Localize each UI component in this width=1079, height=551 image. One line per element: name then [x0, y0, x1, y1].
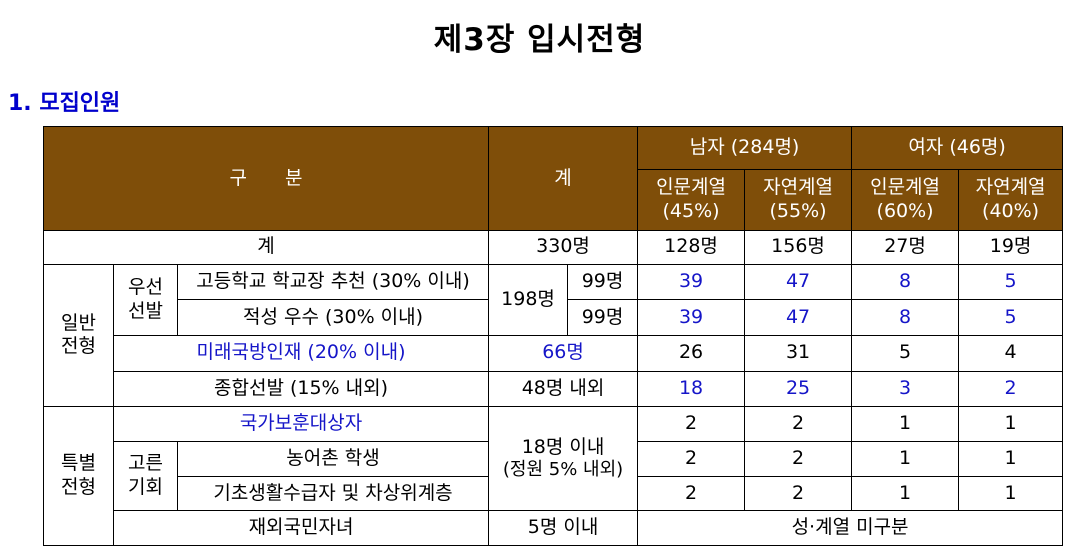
- row-count: 66명: [488, 334, 639, 372]
- priority-selection-label: 우선 선발: [113, 263, 178, 336]
- header-female-natural: 자연계열 (40%): [958, 168, 1064, 231]
- cell-male-nat: 2: [744, 406, 853, 442]
- header-male-humanities-label: 인문계열: [656, 176, 726, 199]
- row-label: 미래국방인재 (20% 이내): [112, 334, 490, 372]
- row-count: 99명: [567, 299, 639, 336]
- table-row-veterans: 특별 전형 국가보훈대상자 18명 이내 (정원 5% 내외) 2 2 1 1: [43, 406, 1064, 546]
- cell-fem-hum: 3: [851, 370, 960, 408]
- cell-male-hum: 26: [637, 334, 746, 372]
- header-female-humanities-label: 인문계열: [870, 176, 941, 199]
- cell-male-nat: 25: [744, 370, 853, 408]
- cell-fem-hum: 1: [851, 406, 960, 442]
- page-title: 제3장 입시전형: [433, 22, 646, 58]
- cell-fem-hum: 1: [851, 475, 960, 512]
- equal-label-line1: 고른: [128, 452, 163, 475]
- header-female: 여자 (46명): [851, 126, 1064, 170]
- header-male-humanities: 인문계열 (45%): [637, 168, 746, 231]
- header-category: 구 분: [42, 126, 490, 231]
- header-female-natural-label: 자연계열: [975, 176, 1046, 199]
- cell-male-hum: 18: [637, 370, 746, 408]
- header-total: 계: [488, 126, 639, 231]
- row-label: 국가보훈대상자: [112, 406, 490, 442]
- general-admission-label: 일반 전형: [43, 263, 114, 408]
- admission-quota-table: 구 분 계 남자 (284명) 여자 (46명) 인문계열 (45%) 자연계열…: [42, 126, 1064, 546]
- header-female-humanities: 인문계열 (60%): [851, 168, 960, 231]
- total-row: 계 330명 128명 156명 27명 19명: [42, 229, 1064, 265]
- general-label-line1: 일반: [61, 311, 96, 334]
- cell-male-hum: 2: [637, 406, 746, 442]
- header-male-natural-label: 자연계열: [763, 176, 834, 199]
- cell-male-nat: 2: [744, 475, 853, 512]
- table-row-future-defense: 미래국방인재 (20% 이내) 66명 26 31 5 4: [44, 334, 1064, 372]
- priority-label-line1: 우선: [128, 276, 163, 299]
- total-row-label: 계: [42, 229, 490, 265]
- cell-fem-nat: 2: [958, 370, 1064, 408]
- cell-male-hum: 39: [637, 299, 746, 336]
- total-row-total: 330명: [488, 229, 639, 265]
- equal-opportunity-label: 고른 기회: [113, 440, 178, 512]
- total-row-fem-hum: 27명: [851, 229, 960, 265]
- header-row-2: 인문계열 (45%) 자연계열 (55%) 인문계열 (60%) 자연계열 (4…: [44, 168, 1064, 231]
- row-label: 재외국민자녀: [112, 510, 490, 546]
- special-admission-label: 특별 전형: [43, 406, 114, 546]
- row-label: 농어촌 학생: [176, 440, 490, 477]
- cell-fem-hum: 5: [851, 334, 960, 372]
- cell-male-nat: 31: [744, 334, 853, 372]
- special-count: 18명 이내 (정원 5% 내외): [488, 406, 639, 512]
- total-row-fem-nat: 19명: [958, 229, 1064, 265]
- cell-fem-hum: 1: [851, 440, 960, 477]
- special-label-line1: 특별: [61, 452, 96, 475]
- overseas-note: 성·계열 미구분: [637, 510, 1064, 546]
- row-label: 기초생활수급자 및 차상위계층: [176, 475, 490, 512]
- row-count: 5명 이내: [488, 510, 639, 546]
- special-count-line1: 18명 이내: [521, 435, 605, 458]
- priority-sum: 198명: [488, 263, 569, 336]
- cell-fem-nat: 5: [958, 263, 1064, 301]
- row-label: 고등학교 학교장 추천 (30% 이내): [176, 263, 490, 301]
- header-female-natural-pct: (40%): [982, 199, 1040, 222]
- header-male-natural: 자연계열 (55%): [744, 168, 853, 231]
- cell-male-nat: 2: [744, 440, 853, 477]
- cell-male-nat: 47: [744, 263, 853, 301]
- header-female-humanities-pct: (60%): [876, 199, 934, 222]
- cell-male-hum: 2: [637, 440, 746, 477]
- cell-fem-nat: 1: [958, 475, 1064, 512]
- cell-male-hum: 2: [637, 475, 746, 512]
- table-row-rural: 고른 기회 농어촌 학생 2 2 1 1: [44, 440, 1064, 512]
- total-row-male-hum: 128명: [637, 229, 746, 265]
- header-male-natural-pct: (55%): [769, 199, 827, 222]
- total-row-male-nat: 156명: [744, 229, 853, 265]
- cell-fem-nat: 1: [958, 440, 1064, 477]
- priority-label-line2: 선발: [128, 299, 163, 322]
- cell-male-hum: 39: [637, 263, 746, 301]
- row-count: 48명 내외: [488, 370, 639, 408]
- row-count: 99명: [567, 263, 639, 301]
- cell-male-nat: 47: [744, 299, 853, 336]
- cell-fem-hum: 8: [851, 299, 960, 336]
- table-row-overseas: 재외국민자녀 5명 이내 성·계열 미구분: [44, 510, 1064, 546]
- table-row-aptitude: 적성 우수 (30% 이내) 99명 39 47 8 5: [44, 299, 1064, 336]
- cell-fem-nat: 4: [958, 334, 1064, 372]
- row-label: 종합선발 (15% 내외): [112, 370, 490, 408]
- equal-label-line2: 기회: [128, 476, 163, 499]
- header-male-humanities-pct: (45%): [662, 199, 720, 222]
- special-label-line2: 전형: [61, 476, 96, 499]
- special-count-line2: (정원 5% 내외): [502, 459, 624, 481]
- row-label: 적성 우수 (30% 이내): [176, 299, 490, 336]
- cell-fem-nat: 1: [958, 406, 1064, 442]
- section-heading: 1. 모집인원: [8, 91, 121, 116]
- header-male: 남자 (284명): [637, 126, 853, 170]
- table-row-comprehensive: 종합선발 (15% 내외) 48명 내외 18 25 3 2: [44, 370, 1064, 408]
- general-label-line2: 전형: [61, 335, 96, 358]
- table-row-principal-recommendation: 일반 전형 우선 선발 고등학교 학교장 추천 (30% 이내) 198명 99…: [43, 263, 1064, 408]
- header-row-1: 구 분 계 남자 (284명) 여자 (46명): [42, 126, 1064, 231]
- cell-fem-hum: 8: [851, 263, 960, 301]
- cell-fem-nat: 5: [958, 299, 1064, 336]
